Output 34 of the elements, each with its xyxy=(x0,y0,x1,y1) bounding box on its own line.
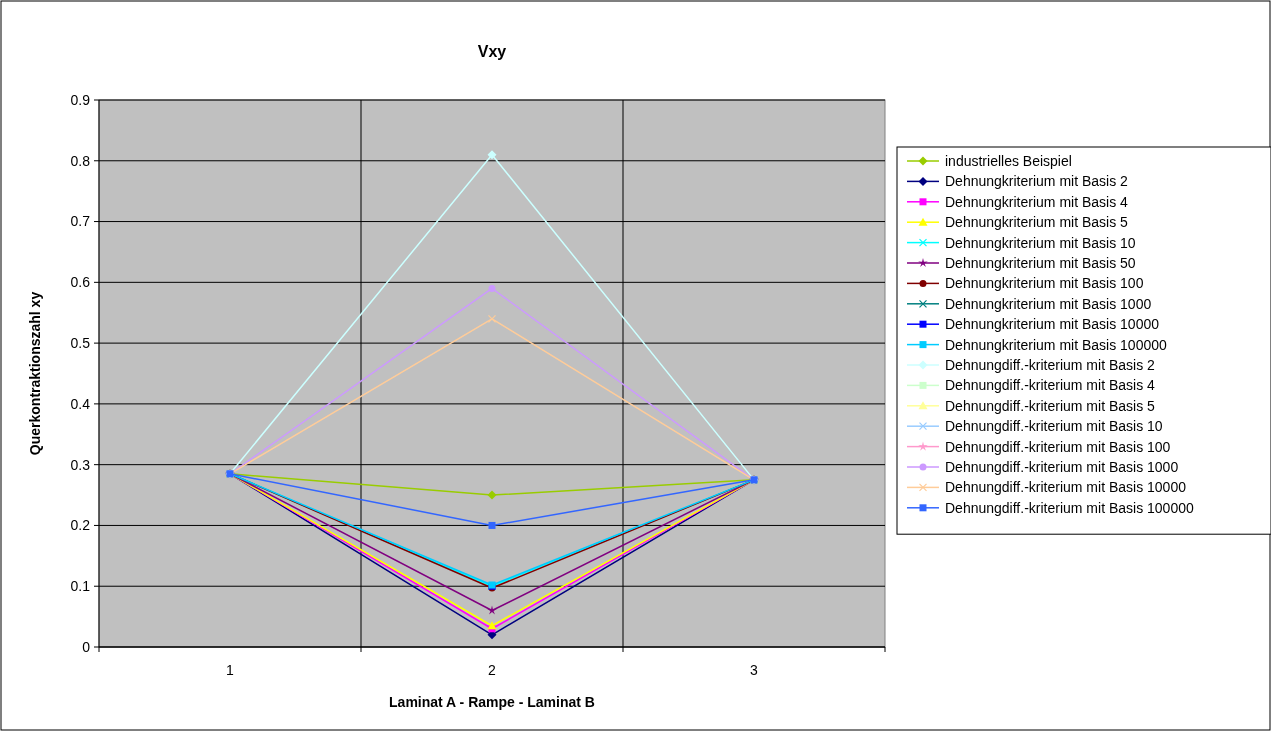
y-tick-label: 0.2 xyxy=(70,517,91,534)
y-tick-label: 0.7 xyxy=(70,213,91,230)
legend-label: Dehnungdiff.-kriterium mit Basis 2 xyxy=(945,356,1156,373)
legend-label: Dehnungdiff.-kriterium mit Basis 100000 xyxy=(945,499,1194,516)
y-tick-label: 0.6 xyxy=(70,274,91,291)
y-tick-label: 0.5 xyxy=(70,335,91,352)
y-tick-label: 0 xyxy=(82,638,91,655)
y-tick-label: 0.3 xyxy=(70,456,91,473)
legend-label: Dehnungkriterium mit Basis 100000 xyxy=(945,336,1167,353)
legend-label: Dehnungdiff.-kriterium mit Basis 10000 xyxy=(945,479,1187,496)
y-tick-label: 0.8 xyxy=(70,152,91,169)
legend-label: Dehnungkriterium mit Basis 4 xyxy=(945,193,1129,210)
y-tick-label: 0.1 xyxy=(70,578,91,595)
legend-label: Dehnungkriterium mit Basis 100 xyxy=(945,275,1144,292)
x-tick-label: 1 xyxy=(226,662,235,678)
legend-label: Dehnungdiff.-kriterium mit Basis 4 xyxy=(945,377,1156,394)
legend-label: Dehnungkriterium mit Basis 1000 xyxy=(945,295,1152,312)
legend-label: Dehnungkriterium mit Basis 2 xyxy=(945,173,1129,190)
x-tick-label: 3 xyxy=(750,662,759,678)
legend-label: Dehnungdiff.-kriterium mit Basis 1000 xyxy=(945,458,1179,475)
y-axis-title: Querkontraktionszahl xy xyxy=(27,291,43,456)
legend-label: Dehnungdiff.-kriterium mit Basis 100 xyxy=(945,438,1171,455)
x-tick-label: 2 xyxy=(488,662,497,678)
legend-label: Dehnungdiff.-kriterium mit Basis 10 xyxy=(945,418,1163,435)
x-axis-title: Laminat A - Rampe - Laminat B xyxy=(389,694,595,710)
y-tick-label: 0.4 xyxy=(70,395,91,412)
legend-label: Dehnungkriterium mit Basis 5 xyxy=(945,214,1129,231)
legend-label: industrielles Beispiel xyxy=(945,152,1072,169)
legend-label: Dehnungkriterium mit Basis 10000 xyxy=(945,316,1160,333)
chart-title: Vxy xyxy=(477,43,507,60)
legend-label: Dehnungkriterium mit Basis 50 xyxy=(945,254,1136,271)
y-tick-label: 0.9 xyxy=(70,91,91,108)
legend-label: Dehnungdiff.-kriterium mit Basis 5 xyxy=(945,397,1156,414)
legend-label: Dehnungkriterium mit Basis 10 xyxy=(945,234,1136,251)
